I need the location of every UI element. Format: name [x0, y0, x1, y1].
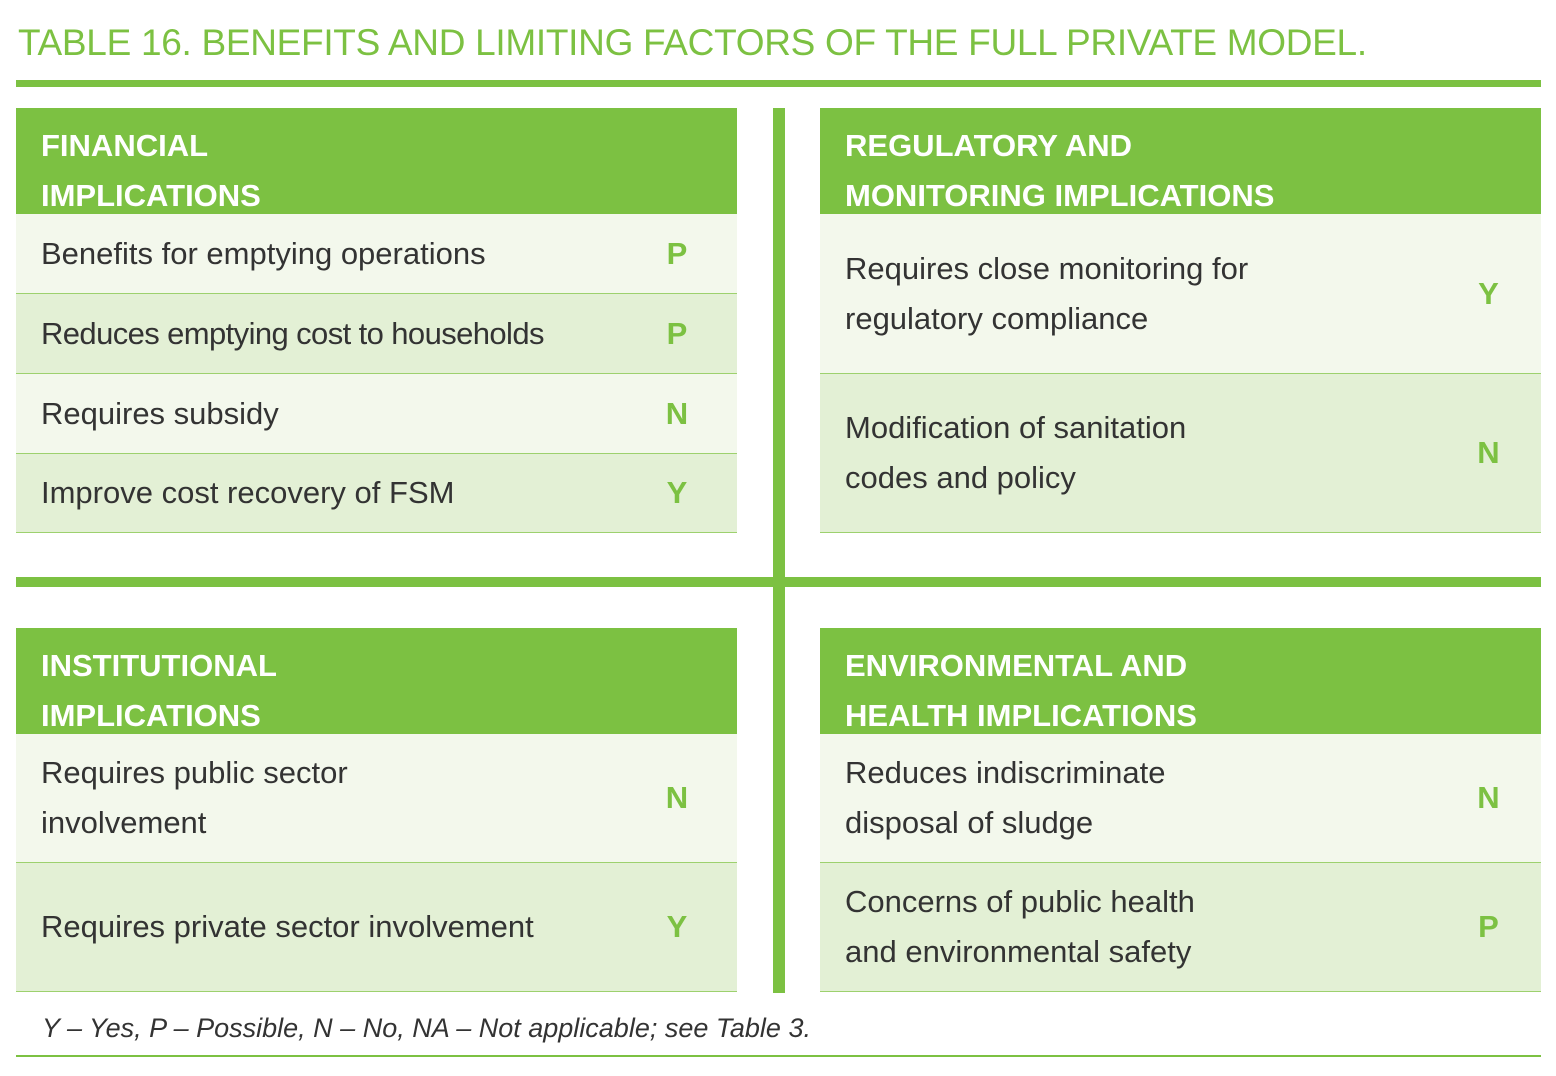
- row-label: Modification of sanitation codes and pol…: [845, 410, 1187, 495]
- vertical-divider: [773, 108, 785, 993]
- row-label: Benefits for emptying operations: [41, 235, 486, 271]
- heading-line: MONITORING IMPLICATIONS: [845, 178, 1275, 213]
- table-row: Requires close monitoring for regulatory…: [820, 214, 1541, 374]
- row-label: Requires private sector involvement: [41, 909, 534, 944]
- heading-line: FINANCIAL: [41, 128, 209, 163]
- table-row: Concerns of public health and environmen…: [820, 863, 1541, 992]
- row-label: Requires close monitoring for regulatory…: [845, 250, 1249, 336]
- financial-implications-panel: FINANCIAL IMPLICATIONS Benefits for empt…: [16, 108, 737, 533]
- table-row: Requires public sector involvement N: [16, 734, 737, 863]
- heading-line: HEALTH IMPLICATIONS: [845, 698, 1197, 733]
- table-row: Requires subsidy N: [16, 374, 737, 454]
- environmental-health-panel: ENVIRONMENTAL AND HEALTH IMPLICATIONS Re…: [820, 628, 1541, 992]
- rating-value: P: [666, 315, 688, 351]
- rating-value: P: [666, 235, 688, 271]
- row-label: Requires public sector involvement: [41, 755, 348, 840]
- table-row: Benefits for emptying operations P: [16, 214, 737, 294]
- rating-value: N: [1477, 780, 1500, 815]
- heading-line: IMPLICATIONS: [41, 698, 261, 733]
- rating-value: Y: [666, 475, 688, 510]
- rating-value: N: [1477, 435, 1500, 470]
- heading-line: REGULATORY AND: [845, 128, 1133, 163]
- environmental-health-heading: ENVIRONMENTAL AND HEALTH IMPLICATIONS: [820, 628, 1541, 734]
- rating-value: Y: [1478, 275, 1499, 311]
- table-row: Reduces indiscriminate disposal of sludg…: [820, 734, 1541, 863]
- table-row: Modification of sanitation codes and pol…: [820, 374, 1541, 533]
- table-row: Reduces emptying cost to households P: [16, 294, 737, 374]
- rating-value: Y: [666, 909, 688, 944]
- row-label: Reduces emptying cost to households: [41, 315, 544, 351]
- bottom-divider: [16, 1055, 1541, 1057]
- row-label: Improve cost recovery of FSM: [41, 475, 455, 510]
- legend-footnote: Y – Yes, P – Possible, N – No, NA – Not …: [42, 1013, 811, 1043]
- row-label: Concerns of public health and environmen…: [845, 884, 1195, 969]
- financial-implications-heading: FINANCIAL IMPLICATIONS: [16, 108, 737, 214]
- regulatory-monitoring-heading: REGULATORY AND MONITORING IMPLICATIONS: [820, 108, 1541, 214]
- rating-value: P: [1478, 909, 1499, 944]
- heading-line: INSTITUTIONAL: [41, 648, 277, 683]
- table-title: TABLE 16. BENEFITS AND LIMITING FACTORS …: [18, 22, 1367, 63]
- rating-value: N: [665, 395, 689, 431]
- row-label: Reduces indiscriminate disposal of sludg…: [845, 755, 1166, 840]
- institutional-implications-heading: INSTITUTIONAL IMPLICATIONS: [16, 628, 737, 734]
- regulatory-monitoring-panel: REGULATORY AND MONITORING IMPLICATIONS R…: [820, 108, 1541, 533]
- rating-value: N: [665, 780, 689, 815]
- table-row: Requires private sector involvement Y: [16, 863, 737, 992]
- row-label: Requires subsidy: [41, 395, 279, 431]
- heading-line: ENVIRONMENTAL AND: [845, 648, 1188, 683]
- top-divider: [16, 80, 1541, 87]
- table-row: Improve cost recovery of FSM Y: [16, 454, 737, 533]
- heading-line: IMPLICATIONS: [41, 178, 261, 213]
- institutional-implications-panel: INSTITUTIONAL IMPLICATIONS Requires publ…: [16, 628, 737, 992]
